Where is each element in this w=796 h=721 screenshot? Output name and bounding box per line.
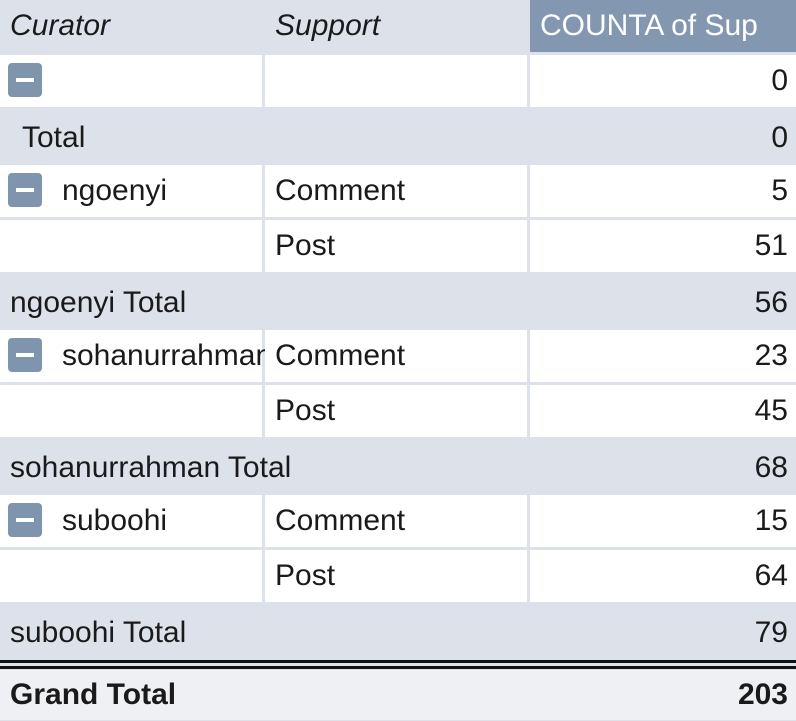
support-cell xyxy=(265,550,527,602)
count-value: 64 xyxy=(530,550,796,602)
grand-total-label: Grand Total xyxy=(10,678,177,711)
support-cell xyxy=(265,385,527,437)
total-value: 68 xyxy=(754,450,788,484)
support-cell xyxy=(265,165,527,217)
count-value: 5 xyxy=(530,165,796,217)
support-cell xyxy=(265,220,527,272)
total-value: 0 xyxy=(771,120,788,154)
collapse-button[interactable] xyxy=(8,173,42,207)
curator-name: suboohi xyxy=(62,504,168,537)
total-label: Total xyxy=(22,120,86,154)
collapse-button[interactable] xyxy=(8,503,42,537)
grand-total-value: 203 xyxy=(737,678,788,711)
curator-name: sohanurrahman xyxy=(62,339,265,372)
double-rule xyxy=(0,666,796,669)
column-header: COUNTA of Sup xyxy=(530,0,796,52)
support-type: Post xyxy=(275,394,336,427)
support-type: Post xyxy=(275,229,336,262)
support-type: Comment xyxy=(275,339,406,372)
curator-cell xyxy=(0,165,262,217)
count-value: 15 xyxy=(530,495,796,547)
total-label: ngoenyi Total xyxy=(10,285,187,319)
total-label: suboohi Total xyxy=(10,615,187,649)
total-label: sohanurrahman Total xyxy=(10,450,292,484)
curator-cell xyxy=(0,385,262,437)
total-value: 56 xyxy=(754,285,788,319)
curator-cell xyxy=(0,220,262,272)
curator-cell xyxy=(0,55,262,107)
column-header: Support xyxy=(275,9,381,42)
count-value: 0 xyxy=(530,55,796,107)
support-type: Comment xyxy=(275,174,406,207)
support-cell xyxy=(265,495,527,547)
grand-total-row xyxy=(0,670,796,720)
support-cell xyxy=(265,330,527,382)
curator-name: ngoenyi xyxy=(62,174,168,207)
curator-cell xyxy=(0,550,262,602)
curator-cell xyxy=(0,495,262,547)
support-type: Comment xyxy=(275,504,406,537)
support-cell xyxy=(265,55,527,107)
collapse-button[interactable] xyxy=(8,63,42,97)
total-value: 79 xyxy=(754,615,788,649)
column-header: Curator xyxy=(10,9,111,42)
count-value: 45 xyxy=(530,385,796,437)
support-type: Post xyxy=(275,559,336,592)
count-value: 23 xyxy=(530,330,796,382)
double-rule xyxy=(0,660,796,663)
curator-cell xyxy=(0,330,262,382)
count-value: 51 xyxy=(530,220,796,272)
collapse-button[interactable] xyxy=(8,338,42,372)
